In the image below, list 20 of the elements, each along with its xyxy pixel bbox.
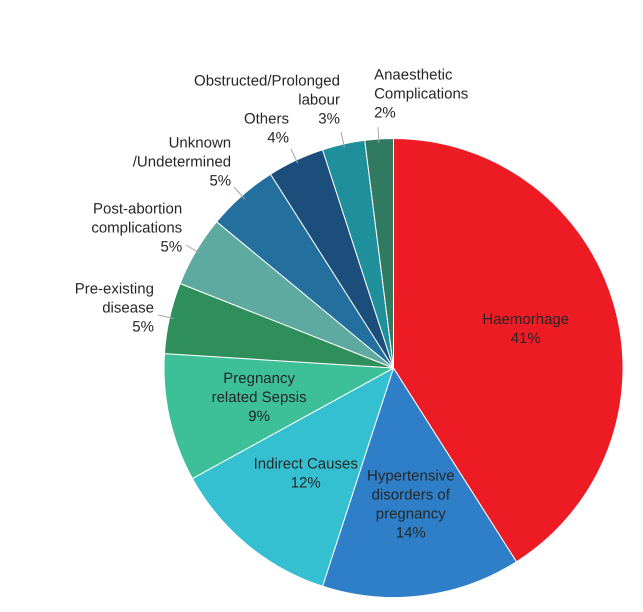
data-label: 5% (209, 172, 232, 190)
slice-label: Anaesthetic Complications (374, 66, 468, 103)
slice-label: Indirect Causes (254, 456, 358, 473)
slice-label: Pregnancy related Sepsis (212, 370, 307, 406)
data-label: 14% (396, 524, 426, 542)
data-label: 41% (510, 330, 541, 348)
slice-label: Pre-existing disease (74, 280, 154, 316)
data-label: 9% (248, 408, 270, 426)
data-label: 2% (374, 104, 396, 122)
data-label: 4% (267, 129, 289, 146)
data-label: 3% (318, 110, 340, 128)
slice-label: Post-abortion complications (91, 200, 182, 237)
slice-label: Hypertensive disorders of pregnancy (366, 467, 455, 522)
slice-label: Others (244, 110, 289, 128)
slice-label: Haemorhage (482, 311, 570, 328)
slice-label: Unknown /Undetermined (132, 134, 232, 171)
data-label: 5% (160, 238, 182, 256)
data-label: 12% (290, 474, 321, 492)
data-label: 5% (132, 318, 154, 336)
slice-label: Obstructed/Prolonged labour (194, 72, 340, 109)
